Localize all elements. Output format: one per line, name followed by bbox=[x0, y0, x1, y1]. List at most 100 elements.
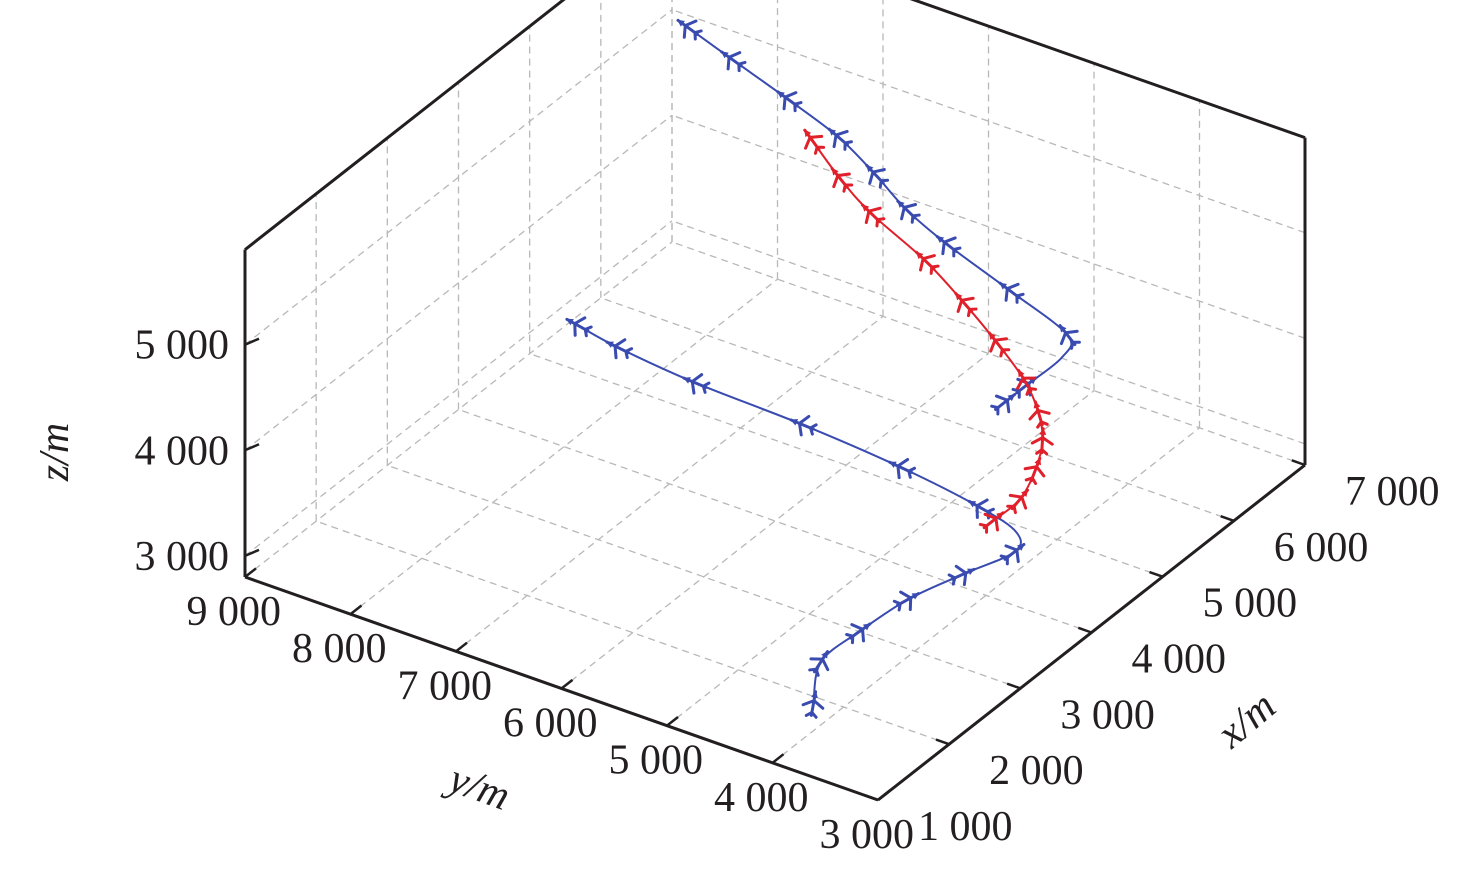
aircraft-marker-nose bbox=[1039, 427, 1047, 435]
y-tick-mark bbox=[877, 790, 890, 801]
y-tick-mark bbox=[666, 716, 679, 727]
aircraft-marker-nose bbox=[911, 593, 920, 600]
x-tick-mark bbox=[1006, 682, 1021, 690]
aircraft-marker-shape bbox=[967, 498, 995, 520]
aircraft-marker bbox=[845, 622, 872, 645]
aircraft-marker-shape bbox=[888, 457, 917, 480]
aircraft-marker bbox=[987, 331, 1011, 358]
aircraft-marker-shape bbox=[990, 393, 1016, 416]
aircraft-marker-nose bbox=[1020, 489, 1029, 498]
aircraft-marker-shape bbox=[998, 281, 1025, 304]
aircraft-marker bbox=[682, 373, 711, 395]
aircraft-marker bbox=[947, 564, 976, 587]
aircraft-marker bbox=[676, 18, 703, 41]
aircraft-marker-shape bbox=[978, 511, 1005, 534]
wall-grid-line bbox=[671, 114, 1306, 339]
aircraft-marker bbox=[915, 250, 940, 275]
y-tick-mark bbox=[244, 567, 257, 578]
aircraft-marker bbox=[990, 393, 1016, 416]
aircraft-marker-nose bbox=[720, 51, 729, 59]
aircraft-marker bbox=[954, 292, 978, 318]
wall-grid-line bbox=[244, 114, 673, 451]
aircraft-marker-shape bbox=[845, 622, 872, 645]
wall-grid-line bbox=[671, 9, 1306, 234]
aircraft-marker bbox=[720, 50, 747, 73]
aircraft-marker-shape bbox=[605, 338, 634, 360]
aircraft-marker-shape bbox=[987, 331, 1011, 358]
aircraft-marker bbox=[967, 498, 995, 520]
aircraft-marker-nose bbox=[988, 332, 996, 340]
aircraft-marker-shape bbox=[865, 163, 890, 189]
aircraft-marker bbox=[978, 511, 1005, 534]
y-tick-label: 7 000 bbox=[398, 663, 493, 709]
floor-grid-line bbox=[666, 390, 1095, 727]
trajectories bbox=[565, 18, 1081, 719]
aircraft-marker bbox=[888, 457, 917, 480]
aircraft-marker bbox=[827, 127, 853, 151]
floor-grid-line bbox=[458, 408, 1092, 634]
aircraft-marker bbox=[892, 590, 921, 612]
x-tick-mark bbox=[935, 738, 950, 746]
aircraft-marker-nose bbox=[566, 318, 574, 326]
aircraft-marker-shape bbox=[892, 590, 921, 612]
aircraft-marker-nose bbox=[1007, 394, 1016, 402]
aircraft-marker bbox=[803, 128, 826, 155]
aircraft-marker bbox=[865, 163, 890, 189]
aircraft-marker-nose bbox=[866, 164, 874, 173]
aircraft-marker bbox=[999, 542, 1026, 566]
y-tick-label: 3 000 bbox=[820, 812, 915, 858]
aircraft-marker-nose bbox=[828, 128, 837, 136]
y-tick-label: 9 000 bbox=[187, 589, 282, 635]
aircraft-marker bbox=[789, 414, 818, 437]
aircraft-marker-nose bbox=[1033, 400, 1041, 409]
axes-box-edge bbox=[244, 0, 566, 251]
aircraft-marker-nose bbox=[955, 292, 963, 301]
aircraft-marker-nose bbox=[804, 129, 812, 138]
x-tick-mark bbox=[1149, 570, 1164, 578]
aircraft-marker-shape bbox=[1058, 324, 1081, 350]
aircraft-marker-nose bbox=[888, 461, 897, 468]
aircraft-marker bbox=[1006, 488, 1030, 515]
aircraft-marker-shape bbox=[803, 128, 826, 155]
aircraft-marker bbox=[776, 90, 803, 113]
y-tick-label: 8 000 bbox=[292, 626, 387, 672]
aircraft-marker-nose bbox=[936, 235, 945, 244]
aircraft-marker-shape bbox=[801, 690, 825, 719]
z-tick-label: 4 000 bbox=[135, 428, 230, 474]
aircraft-marker bbox=[998, 281, 1025, 304]
aircraft-marker-shape bbox=[896, 199, 921, 224]
x-tick-label: 7 000 bbox=[1345, 469, 1440, 515]
aircraft-marker-nose bbox=[821, 650, 829, 659]
x-tick-label: 2 000 bbox=[989, 748, 1084, 794]
z-tick-label: 3 000 bbox=[135, 534, 230, 580]
trajectory-line-3 bbox=[811, 139, 1044, 522]
aircraft-marker-shape bbox=[676, 18, 703, 41]
x-tick-mark bbox=[864, 794, 879, 802]
y-tick-mark bbox=[455, 641, 468, 653]
aircraft-marker bbox=[1016, 368, 1038, 396]
aircraft-marker-nose bbox=[677, 19, 685, 27]
x-tick-label: 1 000 bbox=[918, 804, 1013, 850]
z-tick-mark bbox=[244, 443, 260, 452]
z-tick-mark bbox=[244, 337, 260, 346]
aircraft-marker-nose bbox=[683, 377, 691, 384]
aircraft-marker bbox=[1058, 324, 1081, 350]
aircraft-marker-shape bbox=[1023, 456, 1046, 485]
aircraft-marker-shape bbox=[954, 292, 978, 318]
aircraft-marker-shape bbox=[789, 414, 818, 437]
aircraft-marker-shape bbox=[947, 564, 976, 587]
wall-grid-line bbox=[244, 9, 673, 346]
y-tick-label: 5 000 bbox=[609, 738, 704, 784]
aircraft-marker-shape bbox=[935, 235, 962, 258]
aircraft-marker-nose bbox=[1018, 369, 1025, 378]
aircraft-marker-shape bbox=[915, 250, 940, 275]
grid-lines bbox=[244, 0, 1306, 801]
aircraft-marker-shape bbox=[830, 167, 854, 193]
x-tick-label: 4 000 bbox=[1132, 637, 1227, 683]
aircraft-marker bbox=[860, 203, 886, 228]
wall-grid-line bbox=[244, 220, 673, 557]
aircraft-marker-shape bbox=[808, 650, 830, 677]
aircraft-marker-nose bbox=[606, 341, 614, 348]
